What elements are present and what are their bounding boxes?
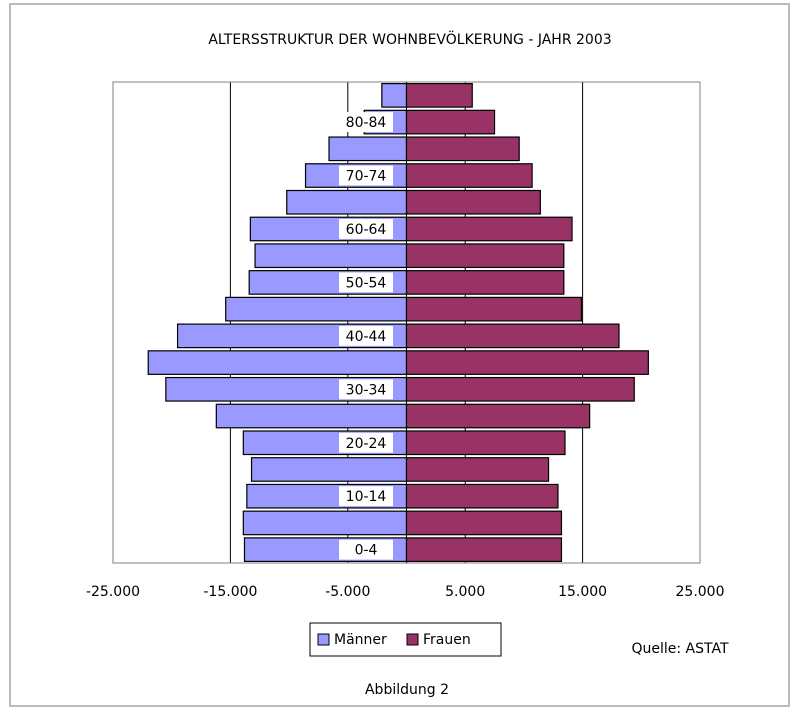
- bar: [405, 350, 649, 375]
- legend-swatch: [317, 633, 330, 646]
- x-tick-label: 5.000: [445, 584, 485, 600]
- category-label-bg: [339, 112, 393, 133]
- bar: [405, 376, 635, 402]
- bar: [254, 243, 408, 269]
- bar: [405, 216, 573, 242]
- category-label-bg: [339, 379, 393, 400]
- bar: [405, 83, 473, 108]
- bar: [405, 537, 563, 562]
- bar: [225, 296, 408, 322]
- bar: [286, 189, 408, 215]
- category-label: 10-14: [346, 489, 387, 505]
- bar: [215, 403, 408, 429]
- category-label: 20-24: [346, 436, 387, 452]
- bar: [381, 83, 408, 108]
- bar: [405, 270, 565, 295]
- legend-box: [309, 622, 502, 657]
- category-label-bg: [339, 539, 393, 560]
- bar: [405, 323, 620, 349]
- bar: [405, 510, 563, 536]
- category-label-bg: [339, 432, 393, 453]
- category-label: 30-34: [346, 382, 387, 398]
- frame: [9, 3, 790, 707]
- bar: [405, 136, 520, 162]
- bar: [405, 189, 541, 215]
- category-label: 50-54: [346, 275, 387, 291]
- bar: [242, 510, 408, 536]
- bar: [147, 350, 408, 375]
- bar: [405, 457, 550, 482]
- category-label: 0-4: [355, 543, 378, 559]
- category-label: 40-44: [346, 329, 387, 345]
- x-tick-label: -5.000: [325, 584, 370, 600]
- bar: [405, 403, 591, 429]
- source-note: Quelle: ASTAT: [631, 641, 728, 657]
- category-label-bg: [339, 325, 393, 346]
- bar: [250, 457, 408, 482]
- bar: [405, 296, 583, 322]
- x-tick-label: -15.000: [203, 584, 257, 600]
- category-label: 70-74: [346, 169, 387, 185]
- legend-label: Männer: [334, 632, 387, 648]
- bar: [405, 483, 559, 509]
- category-label: 80-84: [346, 115, 387, 131]
- bar: [328, 136, 408, 162]
- category-label-bg: [339, 272, 393, 293]
- bar: [405, 243, 565, 269]
- category-label-bg: [339, 486, 393, 507]
- legend-swatch: [406, 633, 419, 646]
- bar: [405, 109, 496, 135]
- legend-label: Frauen: [423, 632, 471, 648]
- bar: [405, 163, 533, 188]
- chart-title: ALTERSSTRUKTUR DER WOHNBEVÖLKERUNG - JAH…: [208, 30, 611, 48]
- x-tick-label: 25.000: [676, 584, 725, 600]
- x-tick-label: -25.000: [86, 584, 140, 600]
- category-label-bg: [339, 218, 393, 239]
- caption: Abbildung 2: [365, 682, 449, 698]
- bar: [405, 430, 566, 456]
- x-tick-label: 15.000: [558, 584, 607, 600]
- category-label-bg: [339, 165, 393, 186]
- category-label: 60-64: [346, 222, 387, 238]
